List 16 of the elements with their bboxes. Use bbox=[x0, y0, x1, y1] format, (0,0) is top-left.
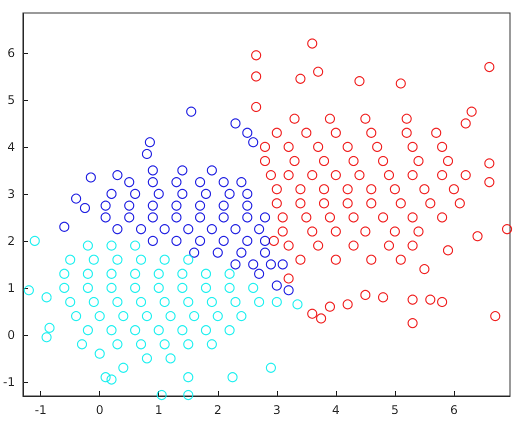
y-tick-label: -1 bbox=[2, 374, 15, 389]
x-tick-label: 4 bbox=[332, 403, 340, 417]
x-tick-label: 6 bbox=[450, 403, 458, 417]
x-tick-label: 3 bbox=[272, 403, 281, 417]
y-tick-label: 0 bbox=[7, 328, 15, 342]
y-tick-label: 5 bbox=[7, 92, 15, 107]
x-tick-label: 2 bbox=[214, 403, 222, 417]
x-tick-label: 1 bbox=[154, 403, 163, 417]
y-tick-label: 2 bbox=[7, 234, 15, 248]
y-tick-label: 1 bbox=[7, 280, 15, 295]
x-tick-label: -1 bbox=[34, 403, 47, 417]
y-tick-label: 6 bbox=[7, 46, 15, 60]
x-tick-label: 5 bbox=[391, 403, 399, 417]
x-tick-label: 0 bbox=[96, 403, 104, 417]
y-tick-label: 3 bbox=[7, 186, 15, 201]
y-tick-label: 4 bbox=[7, 140, 15, 154]
